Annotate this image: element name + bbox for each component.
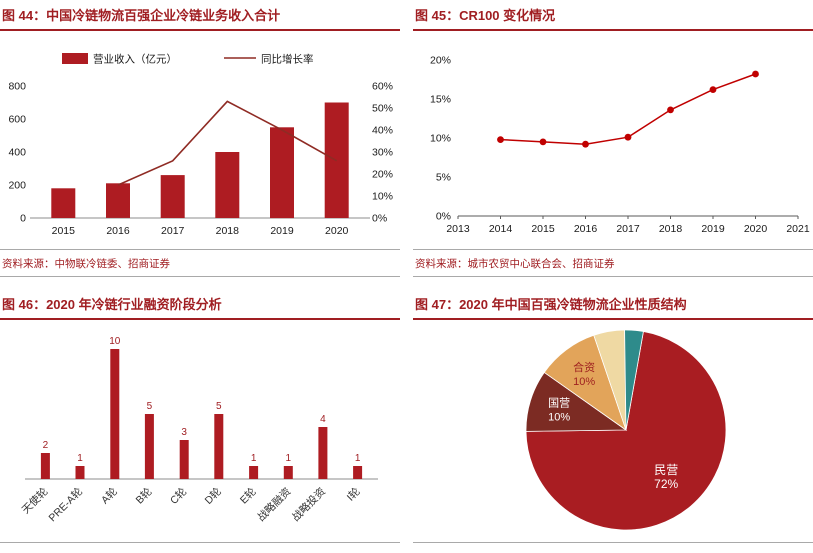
svg-text:3: 3 [181,427,187,438]
fig47-title: 图 47：2020 年中国百强冷链物流企业性质结构 [413,289,813,320]
fig45-title: 图 45：CR100 变化情况 [413,0,813,31]
svg-text:战略融资: 战略融资 [255,485,294,524]
svg-text:10%: 10% [548,411,570,423]
panel-fig44: 图 44：中国冷链物流百强企业冷链业务收入合计 营业收入（亿元） 同比增长率 0 20… [0,0,400,277]
fig45-source: 资料来源：城市农贸中心联合会、招商证券 [413,249,813,277]
svg-text:2: 2 [43,440,49,451]
svg-text:400: 400 [8,147,26,159]
svg-text:2019: 2019 [270,225,294,237]
svg-text:2015: 2015 [52,225,76,237]
svg-text:60%: 60% [372,81,393,93]
svg-text:2018: 2018 [216,225,240,237]
svg-text:20%: 20% [372,169,393,181]
panel-fig47: 图 47：2020 年中国百强冷链物流企业性质结构 民营 72% 国营 10% 合资 10… [413,277,813,553]
svg-text:2020: 2020 [325,225,349,237]
svg-text:2015: 2015 [531,223,555,235]
panel-fig46: 图 46：2020 年冷链行业融资阶段分析 2 天使轮 1 PRE-A轮 10 A轮 5 B轮… [0,277,400,553]
svg-text:30%: 30% [372,147,393,159]
svg-text:2014: 2014 [489,223,513,235]
svg-text:天使轮: 天使轮 [19,485,51,517]
svg-text:10: 10 [109,336,121,347]
svg-text:2019: 2019 [701,223,725,235]
svg-text:72%: 72% [654,477,678,491]
fig44-title: 图 44：中国冷链物流百强企业冷链业务收入合计 [0,0,400,31]
svg-text:1: 1 [355,453,361,464]
svg-text:同比增长率: 同比增长率 [261,53,314,66]
svg-text:10%: 10% [573,376,595,388]
svg-text:2016: 2016 [106,225,130,237]
svg-text:D轮: D轮 [202,485,224,507]
svg-text:营业收入（亿元）: 营业收入（亿元） [93,53,177,66]
svg-text:1: 1 [286,453,292,464]
svg-text:40%: 40% [372,125,393,137]
svg-text:800: 800 [8,81,26,93]
svg-text:2020: 2020 [744,223,768,235]
svg-text:0%: 0% [436,211,451,223]
svg-text:合资: 合资 [573,360,595,374]
svg-text:10%: 10% [372,191,393,203]
svg-text:0: 0 [20,213,26,225]
svg-text:国营: 国营 [548,395,570,409]
svg-text:2021: 2021 [786,223,810,235]
svg-text:0%: 0% [372,213,387,225]
svg-text:民营: 民营 [654,463,678,477]
svg-text:战略投资: 战略投资 [289,485,328,524]
svg-text:4: 4 [320,414,326,425]
fig45-line-chart: 0% 5% 10% 15% 20% 2013 2014 2015 2016 2017 2018 201… [430,55,810,236]
svg-text:5: 5 [216,401,222,412]
fig44-source: 资料来源：中物联冷链委、招商证券 [0,249,400,277]
svg-text:50%: 50% [372,103,393,115]
svg-text:5: 5 [147,401,153,412]
svg-text:2018: 2018 [659,223,683,235]
fig46-bar-chart: 2 天使轮 1 PRE-A轮 10 A轮 5 B轮 3 C轮 5 D轮 1 E轮 1 战略融资 4 战略投资 1 I轮 [19,336,378,525]
svg-text:5%: 5% [436,172,451,184]
svg-text:20%: 20% [430,55,451,67]
svg-text:B轮: B轮 [133,485,155,507]
fig47-source [413,542,813,553]
svg-text:2017: 2017 [161,225,185,237]
svg-text:600: 600 [8,114,26,126]
svg-text:2017: 2017 [616,223,640,235]
fig44-bar-line-chart: 营业收入（亿元） 同比增长率 0 200 400 600 800 0% 10% 20% 30% 40%… [8,53,393,238]
svg-text:15%: 15% [430,94,451,106]
svg-text:2013: 2013 [446,223,470,235]
svg-text:C轮: C轮 [167,485,189,507]
panel-fig45: 图 45：CR100 变化情况 0% 5% 10% 15% 20% 2013 2014 201… [413,0,813,277]
fig46-title: 图 46：2020 年冷链行业融资阶段分析 [0,289,400,320]
svg-text:E轮: E轮 [237,485,259,507]
svg-text:2016: 2016 [574,223,598,235]
svg-text:PRE-A轮: PRE-A轮 [46,485,86,525]
svg-text:1: 1 [251,453,257,464]
svg-text:10%: 10% [430,133,451,145]
svg-text:I轮: I轮 [344,485,363,504]
svg-text:200: 200 [8,180,26,192]
svg-text:1: 1 [77,453,83,464]
fig46-source [0,542,400,553]
svg-text:A轮: A轮 [98,485,120,507]
